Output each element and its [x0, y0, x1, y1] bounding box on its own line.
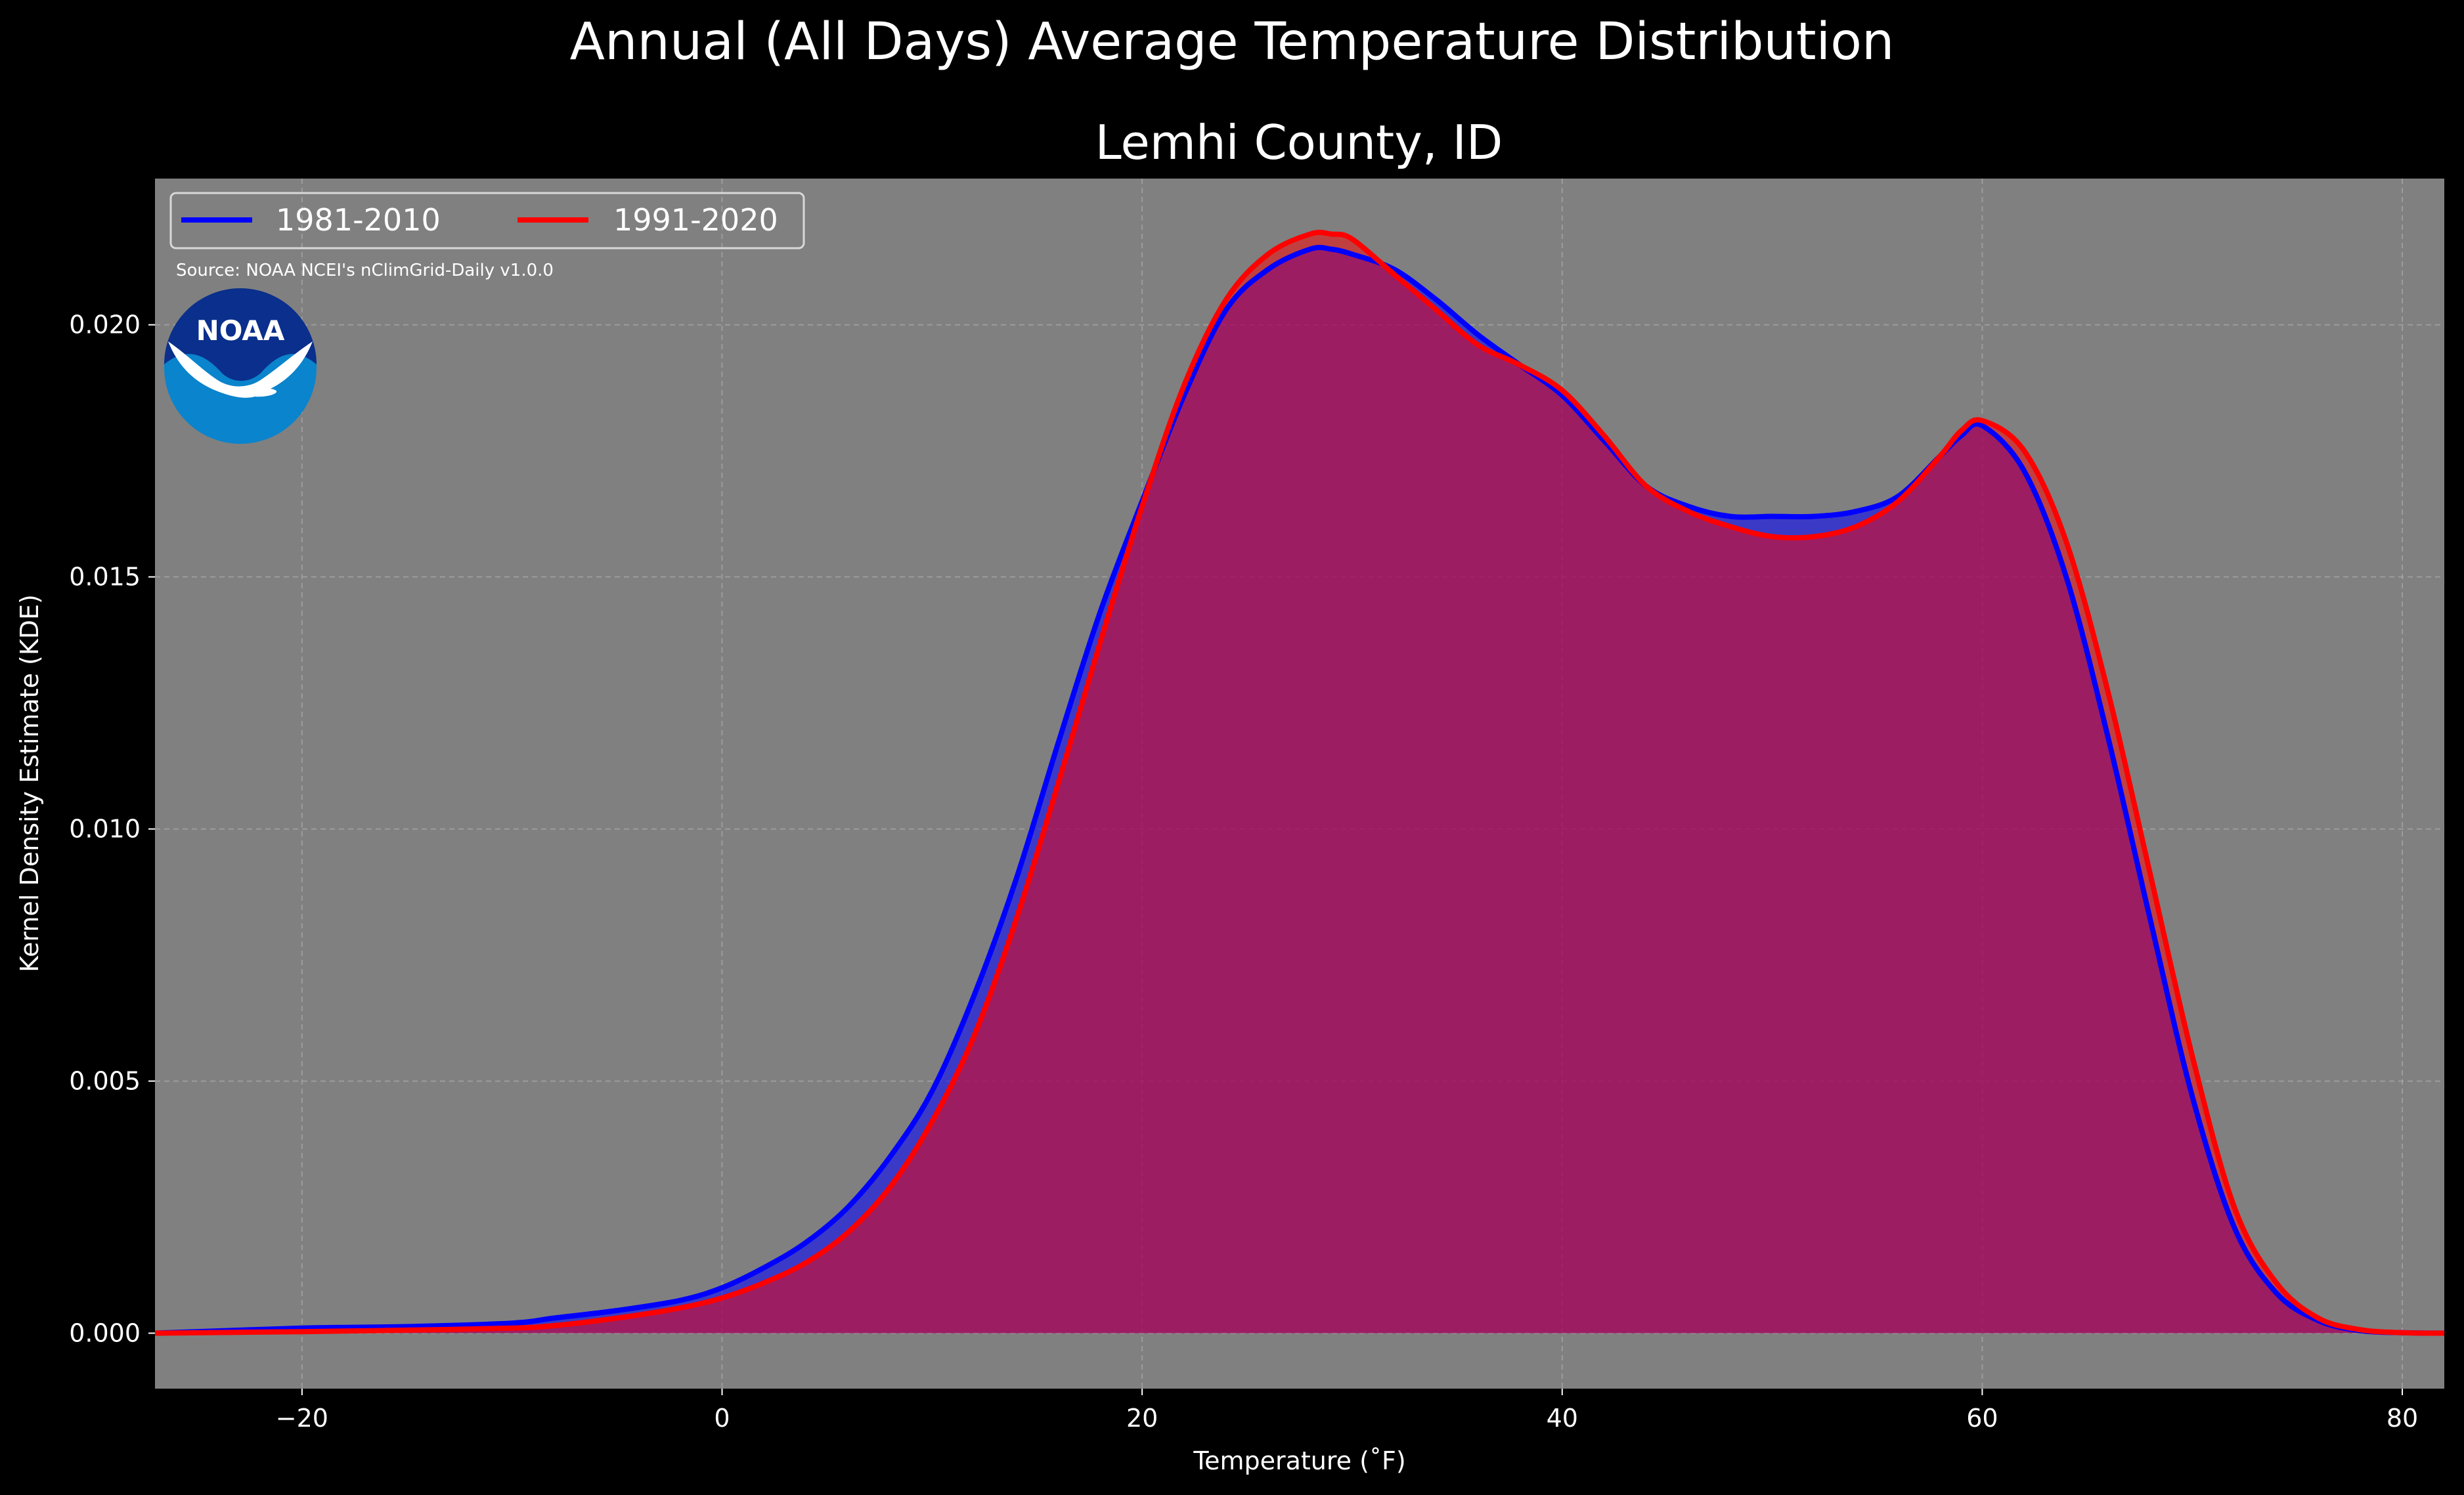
x-tick-label: 80: [2387, 1404, 2418, 1433]
y-tick-label: 0.000: [69, 1319, 141, 1348]
x-tick-label: 60: [1966, 1404, 1998, 1433]
x-tick-label: −20: [276, 1404, 328, 1433]
chart-title: Annual (All Days) Average Temperature Di…: [570, 12, 1895, 72]
chart-subtitle: Lemhi County, ID: [1095, 115, 1503, 170]
legend: 1981-2010 1991-2020: [169, 192, 805, 249]
y-tick-label: 0.010: [69, 815, 141, 844]
legend-label-1991-2020: 1991-2020: [613, 202, 778, 238]
legend-label-1981-2010: 1981-2010: [276, 202, 441, 238]
series-area-1991-2020: [155, 232, 2444, 1333]
y-tick-label: 0.015: [69, 563, 141, 592]
noaa-logo: NOAA: [164, 288, 317, 444]
y-tick-label: 0.020: [69, 311, 141, 339]
x-tick-label: 0: [714, 1404, 730, 1433]
noaa-logo-bird: [168, 341, 313, 398]
axes: −20 0 20 40 60 80 0.000 0.005 0.010 0.015 0.020: [69, 311, 2418, 1433]
x-tick-label: 20: [1126, 1404, 1158, 1433]
y-tick-label: 0.005: [69, 1067, 141, 1096]
noaa-logo-text: NOAA: [196, 314, 285, 347]
legend-frame: [169, 192, 805, 249]
series-layer: [155, 229, 2444, 1336]
series-clip-group: [155, 229, 2444, 1336]
source-note: Source: NOAA NCEI's nClimGrid-Daily v1.0…: [176, 261, 554, 280]
series-line-1981-2010: [155, 244, 2444, 1336]
x-axis-title: Temperature (˚F): [1193, 1446, 1405, 1475]
y-axis-title: Kernel Density Estimate (KDE): [15, 594, 44, 972]
x-tick-label: 40: [1547, 1404, 1578, 1433]
series-line-1991-2020: [155, 229, 2444, 1336]
noaa-logo-sky: [164, 288, 317, 381]
